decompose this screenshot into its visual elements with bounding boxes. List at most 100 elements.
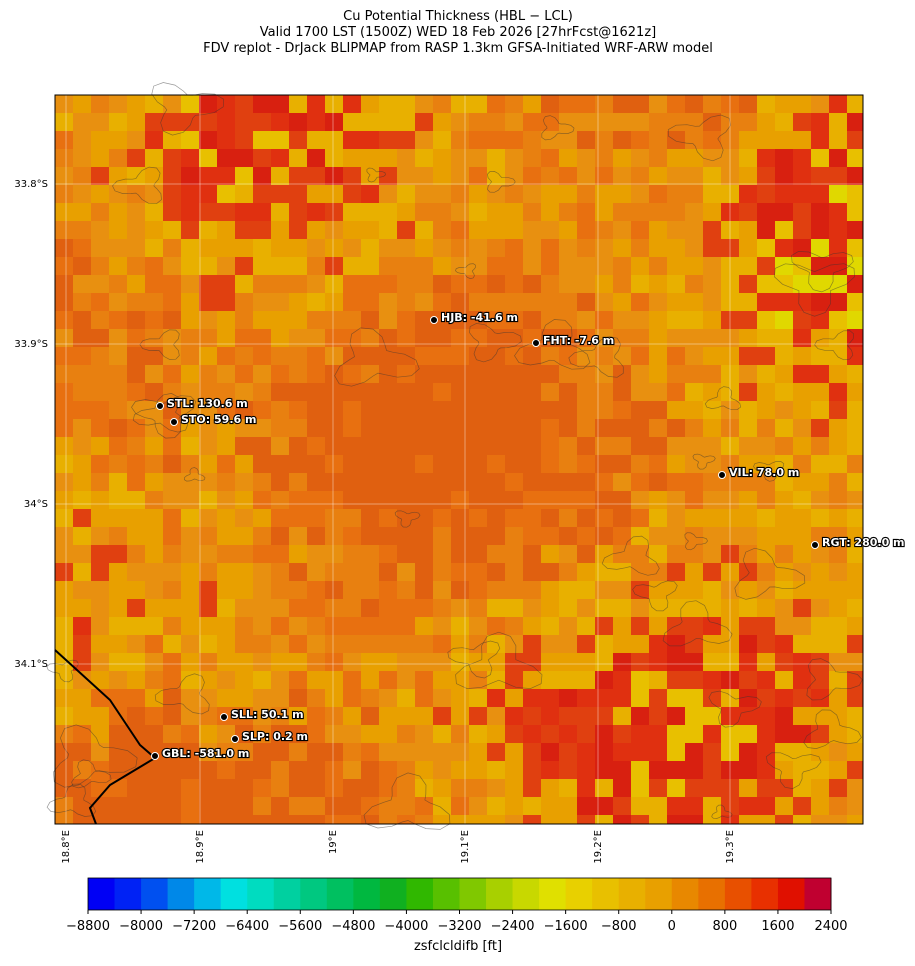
map-cell — [541, 527, 559, 545]
map-cell — [577, 743, 595, 761]
map-cell — [721, 455, 739, 473]
map-cell — [451, 797, 469, 815]
map-cell — [343, 581, 361, 599]
map-cell — [721, 707, 739, 725]
map-cell — [343, 797, 361, 815]
map-cell — [379, 581, 397, 599]
colorbar-bin — [194, 878, 222, 910]
colorbar-bin — [220, 878, 248, 910]
map-cell — [325, 707, 343, 725]
map-cell — [703, 671, 721, 689]
map-cell — [739, 455, 757, 473]
map-cell — [379, 563, 397, 581]
map-cell — [613, 779, 631, 797]
map-cell — [73, 563, 91, 581]
map-cell — [163, 257, 181, 275]
map-cell — [541, 275, 559, 293]
map-cell — [757, 743, 775, 761]
map-cell — [469, 95, 487, 113]
station-marker — [231, 735, 239, 743]
map-cell — [469, 545, 487, 563]
map-cell — [559, 509, 577, 527]
map-cell — [307, 401, 325, 419]
map-cell — [379, 491, 397, 509]
map-cell — [271, 689, 289, 707]
map-cell — [703, 167, 721, 185]
map-cell — [163, 509, 181, 527]
map-cell — [793, 725, 811, 743]
map-cell — [199, 725, 217, 743]
map-cell — [289, 275, 307, 293]
map-cell — [253, 383, 271, 401]
map-cell — [307, 743, 325, 761]
map-cell — [145, 239, 163, 257]
map-cell — [343, 401, 361, 419]
map-cell — [433, 437, 451, 455]
map-cell — [379, 203, 397, 221]
map-cell — [217, 455, 235, 473]
map-cell — [271, 149, 289, 167]
map-cell — [91, 815, 109, 824]
contour — [774, 263, 855, 317]
map-cell — [307, 491, 325, 509]
map-cell — [703, 95, 721, 113]
map-cell — [649, 293, 667, 311]
map-cell — [199, 401, 217, 419]
map-cell — [847, 761, 863, 779]
map-cell — [577, 815, 595, 824]
map-cell — [631, 311, 649, 329]
map-cell — [505, 131, 523, 149]
map-cell — [667, 329, 685, 347]
map-cell — [505, 707, 523, 725]
map-cell — [397, 581, 415, 599]
map-cell — [559, 257, 577, 275]
map-cell — [433, 545, 451, 563]
map-cell — [757, 635, 775, 653]
map-cell — [649, 167, 667, 185]
map-cell — [739, 599, 757, 617]
map-cell — [523, 707, 541, 725]
map-cell — [127, 599, 145, 617]
map-cell — [379, 149, 397, 167]
map-cell — [721, 311, 739, 329]
map-cell — [379, 401, 397, 419]
map-cell — [73, 365, 91, 383]
map-cell — [271, 383, 289, 401]
map-cell — [145, 473, 163, 491]
map-cell — [847, 635, 863, 653]
map-cell — [91, 221, 109, 239]
map-cell — [667, 275, 685, 293]
map-cell — [109, 455, 127, 473]
map-cell — [289, 725, 307, 743]
map-cell — [433, 239, 451, 257]
map-cell — [631, 95, 649, 113]
map-cell — [145, 545, 163, 563]
map-cell — [811, 401, 829, 419]
map-cell — [289, 131, 307, 149]
map-cell — [649, 275, 667, 293]
map-cell — [163, 401, 181, 419]
contour — [684, 532, 708, 551]
map-cell — [649, 239, 667, 257]
map-cell — [505, 761, 523, 779]
map-cell — [379, 743, 397, 761]
map-cell — [307, 383, 325, 401]
map-cell — [181, 293, 199, 311]
map-cell — [73, 131, 91, 149]
map-cell — [91, 257, 109, 275]
map-raster — [46, 82, 863, 830]
map-cell — [91, 131, 109, 149]
map-cell — [109, 383, 127, 401]
map-cell — [667, 365, 685, 383]
map-cell — [793, 563, 811, 581]
map-cell — [847, 671, 863, 689]
map-cell — [199, 293, 217, 311]
map-cell — [181, 761, 199, 779]
lon-label: 18.8°E — [61, 830, 72, 864]
map-cell — [595, 635, 613, 653]
map-cell — [253, 239, 271, 257]
map-cell — [307, 293, 325, 311]
map-cell — [811, 599, 829, 617]
map-cell — [847, 329, 863, 347]
map-cell — [109, 527, 127, 545]
